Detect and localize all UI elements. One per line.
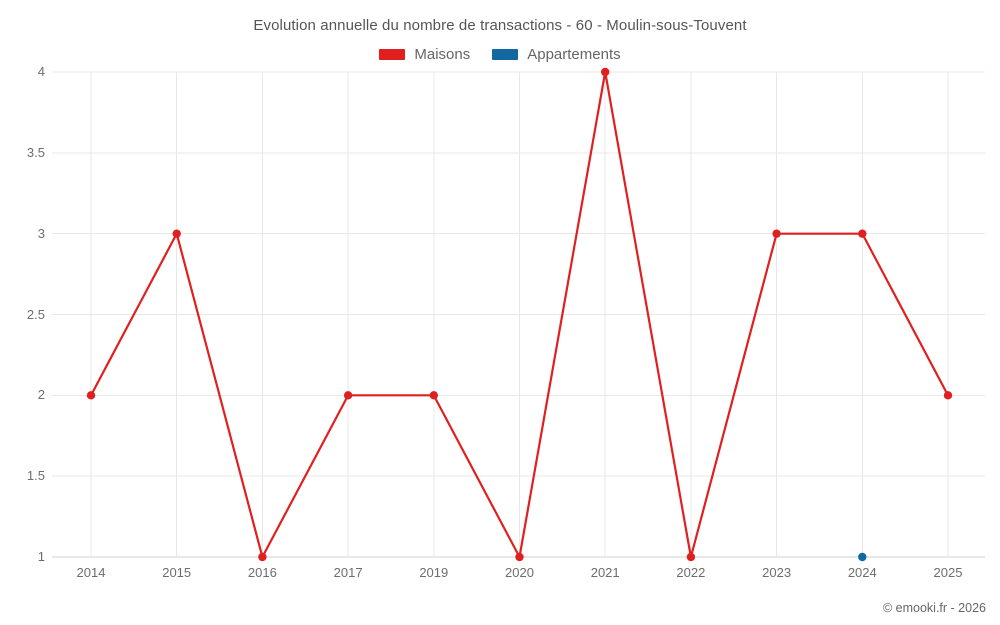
chart-title: Evolution annuelle du nombre de transact… bbox=[253, 17, 747, 34]
y-axis-tick-label: 1 bbox=[37, 549, 45, 564]
data-point-maisons[interactable] bbox=[429, 391, 438, 400]
x-axis-tick-label: 2020 bbox=[505, 565, 534, 580]
legend-swatch-maisons-icon bbox=[379, 49, 406, 60]
data-point-maisons[interactable] bbox=[172, 229, 181, 238]
y-axis-tick-label: 2.5 bbox=[26, 306, 45, 322]
legend-item-maisons[interactable]: Maisons bbox=[379, 46, 470, 63]
data-point-maisons[interactable] bbox=[86, 391, 96, 400]
plot-area bbox=[52, 67, 985, 562]
data-point-maisons[interactable] bbox=[772, 229, 781, 238]
data-point-maisons[interactable] bbox=[943, 391, 953, 400]
y-axis-tick-label: 1.5 bbox=[26, 468, 45, 484]
x-axis-tick-label: 2019 bbox=[419, 565, 449, 580]
chart-legend: Maisons Appartements bbox=[0, 46, 1000, 63]
series-layer bbox=[86, 67, 953, 562]
x-axis-tick-label: 2017 bbox=[333, 565, 363, 580]
data-point-maisons[interactable] bbox=[258, 552, 267, 562]
data-point-maisons[interactable] bbox=[601, 67, 610, 77]
x-axis-tick-label: 2015 bbox=[162, 565, 192, 580]
x-axis-tick-label: 2024 bbox=[847, 565, 877, 580]
legend-label-appartements: Appartements bbox=[527, 46, 621, 63]
data-point-maisons[interactable] bbox=[515, 552, 524, 562]
x-axis-tick-label: 2022 bbox=[676, 565, 706, 580]
x-axis-tick-label: 2021 bbox=[590, 565, 620, 580]
y-axis-tick-label: 4 bbox=[37, 64, 45, 79]
copyright-footer: © emooki.fr - 2026 bbox=[882, 601, 986, 615]
plot-svg bbox=[52, 67, 985, 562]
x-axis-tick-label: 2025 bbox=[933, 565, 963, 580]
x-axis-tick-label: 2016 bbox=[247, 565, 277, 580]
x-axis-tick-label: 2014 bbox=[76, 565, 106, 580]
legend-swatch-appartements-icon bbox=[492, 49, 519, 60]
data-point-maisons[interactable] bbox=[858, 229, 867, 238]
grid-lines bbox=[52, 71, 985, 558]
legend-label-maisons: Maisons bbox=[414, 46, 471, 63]
data-point-appartements[interactable] bbox=[858, 552, 867, 562]
x-axis-tick-label: 2023 bbox=[762, 565, 792, 580]
y-axis-tick-label: 2 bbox=[37, 387, 45, 403]
legend-item-appartements[interactable]: Appartements bbox=[492, 46, 621, 63]
y-axis-tick-label: 3 bbox=[37, 225, 45, 241]
y-axis-tick-label: 3.5 bbox=[26, 144, 45, 160]
data-point-maisons[interactable] bbox=[686, 552, 696, 562]
data-point-maisons[interactable] bbox=[343, 391, 353, 400]
